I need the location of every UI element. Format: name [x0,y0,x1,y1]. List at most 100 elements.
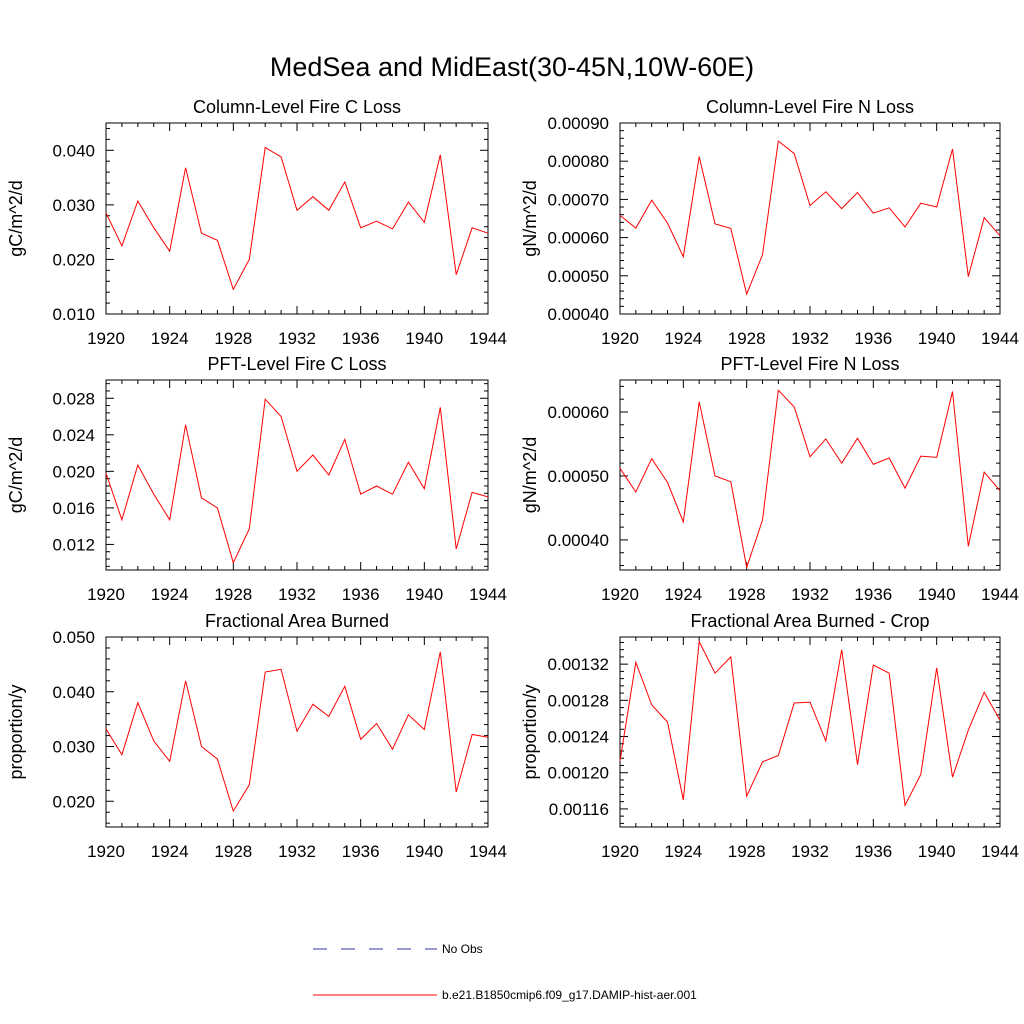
panel-3: PFT-Level Fire C Loss gC/m^2/d 1920 1924 192… [6,354,507,604]
x-tick-label: 1928 [728,329,766,348]
x-tick-label: 1936 [854,842,892,861]
y-tick-label: 0.00060 [548,403,609,422]
panels: Column-Level Fire C Loss gC/m^2/d 1920 1924… [6,97,1019,861]
x-tick-label: 1924 [151,842,189,861]
x-tick-label: 1936 [854,585,892,604]
panel-title: PFT-Level Fire N Loss [720,354,899,374]
x-tick-label: 1920 [87,329,125,348]
x-tick-label: 1944 [981,329,1019,348]
x-tick-label: 1920 [601,329,639,348]
panel-title: Fractional Area Burned - Crop [690,611,929,631]
plot-frame [619,379,1001,571]
y-tick-label: 0.050 [52,628,95,647]
y-tick-label: 0.00040 [548,531,609,550]
x-tick-label: 1940 [405,585,443,604]
panel-5: Fractional Area Burned proportion/y 1920 19… [6,611,507,861]
panel-title: Column-Level Fire C Loss [193,97,401,117]
x-tick-label: 1932 [278,329,316,348]
y-tick-label: 0.020 [52,792,95,811]
y-tick-label: 0.00124 [548,728,609,747]
y-axis-label: proportion/y [6,684,26,779]
y-tick-label: 0.030 [52,738,95,757]
legend: No Obs b.e21.B1850cmip6.f09_g17.DAMIP-hi… [313,942,697,1002]
series-line [619,639,1001,807]
series-line [619,389,1001,570]
plot-frame [105,379,489,571]
y-tick-label: 0.016 [52,499,95,518]
x-tick-label: 1932 [278,842,316,861]
x-tick-label: 1944 [469,585,507,604]
y-tick-label: 0.030 [52,196,95,215]
y-tick-label: 0.00128 [548,691,609,710]
y-axis-label: gC/m^2/d [6,180,26,256]
y-axis-label: proportion/y [520,684,540,779]
y-tick-label: 0.040 [52,683,95,702]
x-tick-label: 1936 [342,842,380,861]
y-tick-label: 0.040 [52,141,95,160]
y-tick-label: 0.012 [52,535,95,554]
series-line [619,140,1001,296]
y-axis-label: gN/m^2/d [520,437,540,513]
series-line [105,651,489,813]
x-tick-label: 1944 [981,585,1019,604]
x-tick-label: 1940 [405,842,443,861]
x-tick-label: 1936 [854,329,892,348]
y-tick-label: 0.00080 [548,152,609,171]
x-tick-label: 1932 [791,585,829,604]
x-tick-label: 1932 [791,842,829,861]
x-tick-label: 1928 [214,842,252,861]
y-tick-label: 0.00050 [548,467,609,486]
x-tick-label: 1920 [87,585,125,604]
x-tick-label: 1940 [918,329,956,348]
x-tick-label: 1920 [601,842,639,861]
x-tick-label: 1944 [469,329,507,348]
y-axis-label: gC/m^2/d [6,437,26,513]
x-tick-label: 1932 [791,329,829,348]
x-tick-label: 1944 [981,842,1019,861]
y-tick-label: 0.020 [52,462,95,481]
x-tick-label: 1944 [469,842,507,861]
y-axis-label: gN/m^2/d [520,180,540,256]
x-tick-label: 1928 [728,585,766,604]
x-tick-label: 1924 [151,585,189,604]
panel-title: Column-Level Fire N Loss [706,97,914,117]
x-tick-label: 1932 [278,585,316,604]
y-tick-label: 0.00070 [548,190,609,209]
x-tick-label: 1920 [601,585,639,604]
y-tick-label: 0.00090 [548,114,609,133]
plot-frame [619,636,1001,828]
y-tick-label: 0.00132 [548,655,609,674]
plot-frame [105,122,489,315]
y-tick-label: 0.00120 [548,764,609,783]
panel-title: PFT-Level Fire C Loss [207,354,386,374]
y-tick-label: 0.00050 [548,267,609,286]
y-tick-label: 0.010 [52,305,95,324]
y-tick-label: 0.00040 [548,305,609,324]
x-tick-label: 1924 [151,329,189,348]
x-tick-label: 1920 [87,842,125,861]
x-tick-label: 1928 [214,329,252,348]
x-tick-label: 1924 [664,329,702,348]
series-line [105,146,489,291]
legend-run-label: b.e21.B1850cmip6.f09_g17.DAMIP-hist-aer.… [442,988,697,1002]
x-tick-label: 1928 [214,585,252,604]
panel-4: PFT-Level Fire N Loss gN/m^2/d 1920 1924 192… [520,354,1019,604]
series-line [105,398,489,565]
figure-title: MedSea and MidEast(30-45N,10W-60E) [270,52,754,82]
y-tick-label: 0.024 [52,426,95,445]
x-tick-label: 1928 [728,842,766,861]
plot-frame [619,122,1001,315]
x-tick-label: 1924 [664,842,702,861]
panel-6: Fractional Area Burned - Crop proportion/… [520,611,1019,861]
y-tick-label: 0.00060 [548,229,609,248]
panel-2: Column-Level Fire N Loss gN/m^2/d 1920 1924… [520,97,1019,348]
y-tick-label: 0.00116 [549,800,609,819]
legend-no-obs-label: No Obs [442,942,483,956]
x-tick-label: 1936 [342,585,380,604]
x-tick-label: 1940 [918,842,956,861]
x-tick-label: 1936 [342,329,380,348]
y-tick-label: 0.028 [52,389,95,408]
y-tick-label: 0.020 [52,250,95,269]
x-tick-label: 1924 [664,585,702,604]
